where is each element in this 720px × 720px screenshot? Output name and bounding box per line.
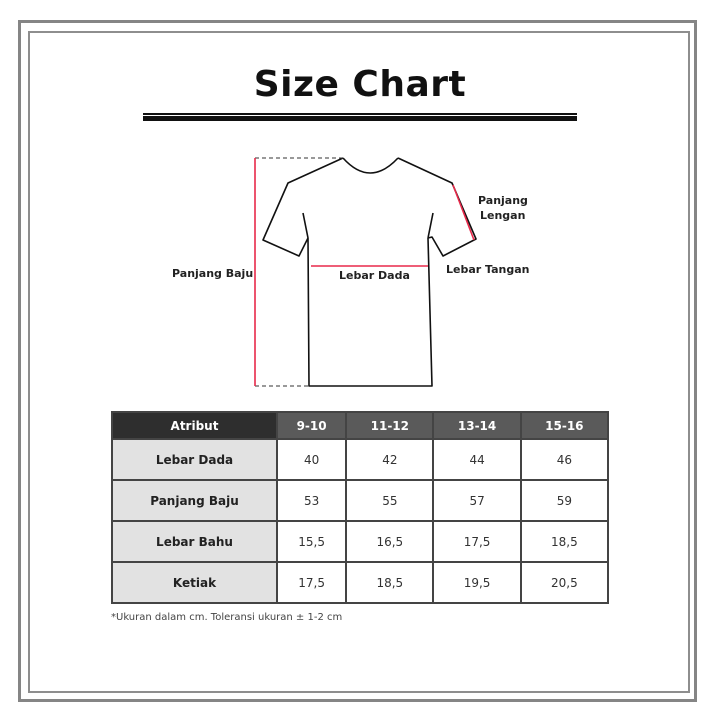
- page-title: Size Chart: [253, 64, 467, 105]
- header-cell: Atribut: [111, 411, 278, 440]
- label-lebar-dada: Lebar Dada: [339, 269, 410, 282]
- header-cell: 15-16: [519, 411, 610, 440]
- tshirt-neckline: [342, 157, 399, 174]
- table-cell: 59: [519, 479, 610, 522]
- table-cell: 16,5: [345, 520, 435, 563]
- table-cell: 18,5: [519, 520, 610, 563]
- table-cell: 19,5: [432, 561, 522, 604]
- size-note: *Ukuran dalam cm. Toleransi ukuran ± 1-2…: [111, 612, 343, 623]
- table-cell: 15,5: [275, 520, 348, 563]
- table-row: Lebar Bahu 15,5 16,5 17,5 18,5: [111, 520, 610, 563]
- outer-frame: [18, 20, 697, 702]
- table-header-row: Atribut 9-10 11-12 13-14 15-16: [111, 411, 610, 440]
- label-lebar-tangan: Lebar Tangan: [446, 263, 530, 276]
- table-row: Lebar Dada 40 42 44 46: [111, 438, 610, 481]
- table-cell: 55: [345, 479, 435, 522]
- table-cell: 17,5: [432, 520, 522, 563]
- size-table: Atribut 9-10 11-12 13-14 15-16 Lebar Dad…: [111, 411, 610, 604]
- table-row: Ketiak 17,5 18,5 19,5 20,5: [111, 561, 610, 604]
- table-cell: 18,5: [345, 561, 435, 604]
- title-divider-thin: [143, 113, 577, 115]
- sleeve-measure-line: [452, 184, 475, 241]
- row-label: Ketiak: [111, 561, 278, 604]
- tshirt-outline: [262, 157, 477, 387]
- label-panjang-lengan-1: Panjang: [478, 194, 528, 207]
- label-panjang-lengan-2: Lengan: [480, 209, 526, 222]
- table-cell: 42: [345, 438, 435, 481]
- table-cell: 57: [432, 479, 522, 522]
- row-label: Lebar Bahu: [111, 520, 278, 563]
- title-divider-thick: [143, 116, 577, 121]
- header-cell: 11-12: [345, 411, 435, 440]
- table-cell: 40: [275, 438, 348, 481]
- table-cell: 53: [275, 479, 348, 522]
- inner-frame: [28, 31, 690, 693]
- table-row: Panjang Baju 53 55 57 59: [111, 479, 610, 522]
- table-cell: 44: [432, 438, 522, 481]
- table-cell: 17,5: [275, 561, 348, 604]
- label-panjang-baju: Panjang Baju: [172, 267, 254, 280]
- table-cell: 20,5: [519, 561, 610, 604]
- header-cell: 13-14: [432, 411, 522, 440]
- row-label: Panjang Baju: [111, 479, 278, 522]
- row-label: Lebar Dada: [111, 438, 278, 481]
- table-cell: 46: [519, 438, 610, 481]
- header-cell: 9-10: [275, 411, 348, 440]
